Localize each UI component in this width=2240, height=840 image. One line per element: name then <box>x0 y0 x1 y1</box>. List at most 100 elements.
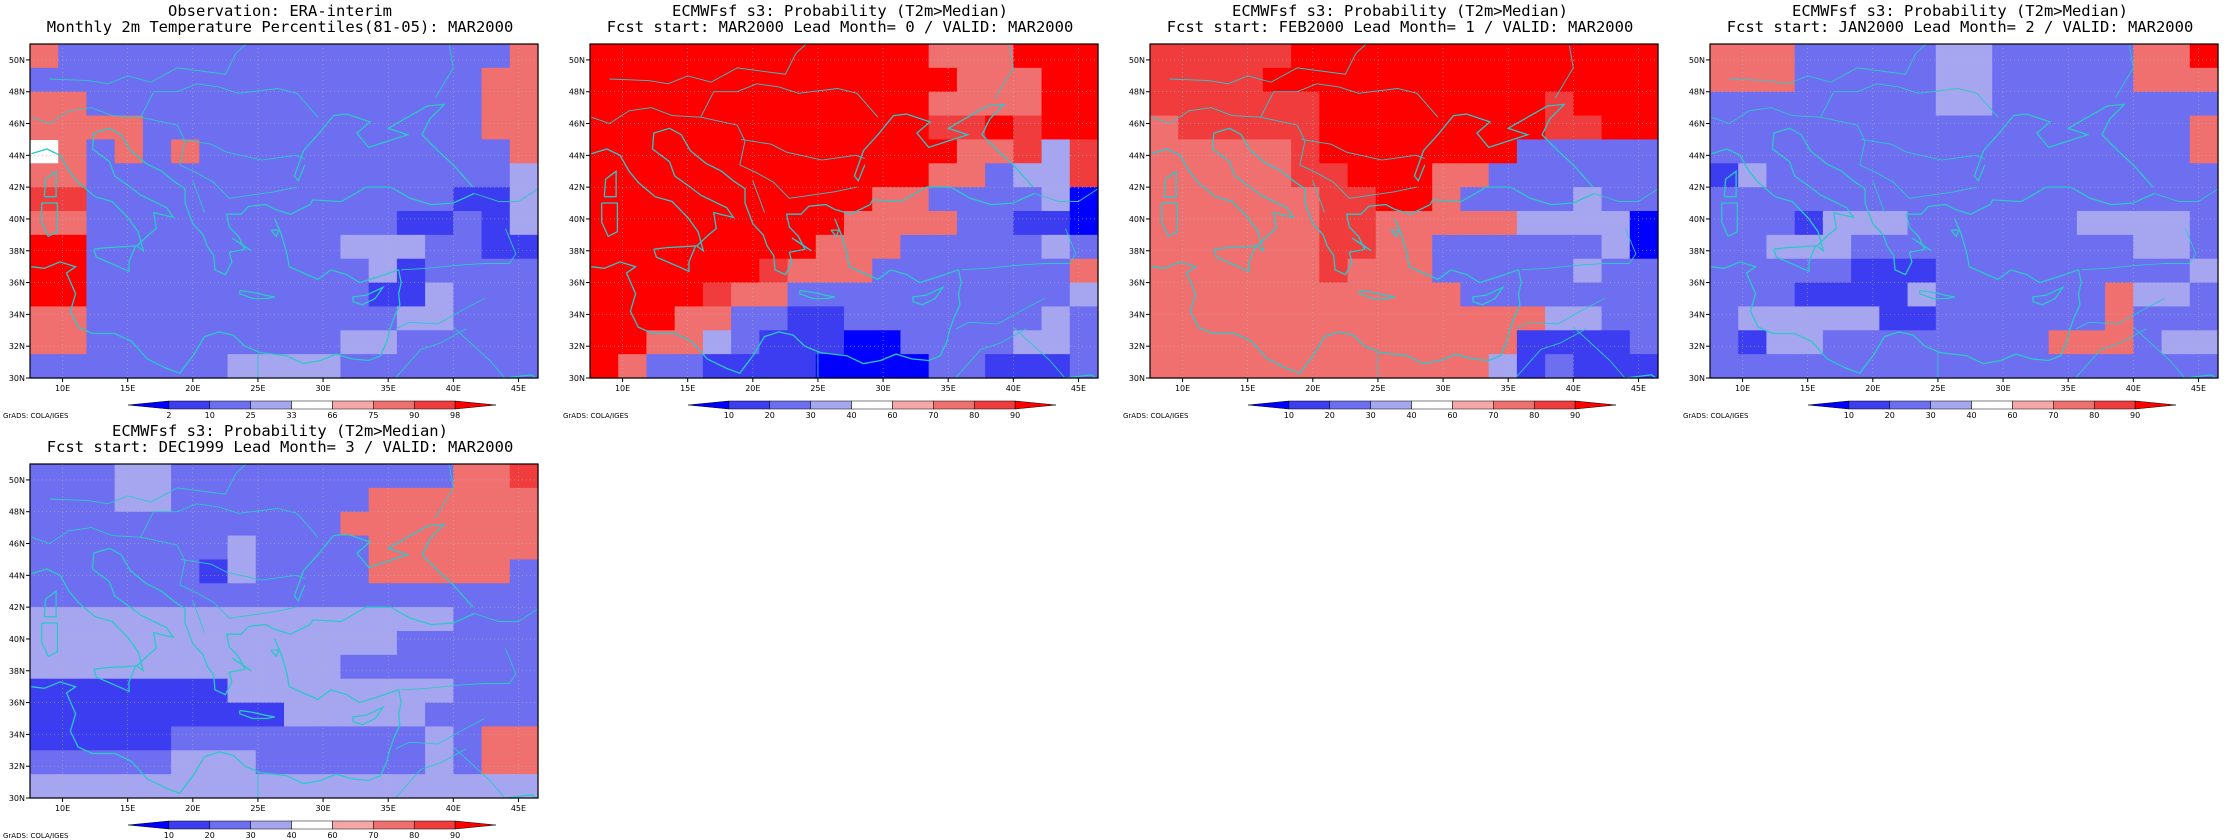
grid-cell <box>1822 139 1852 164</box>
grid-cell <box>30 354 59 379</box>
grid-cell <box>646 354 676 379</box>
grid-cell <box>396 306 426 331</box>
grid-cell <box>425 774 454 799</box>
grid-cell <box>284 282 313 308</box>
grid-cell <box>2048 234 2078 260</box>
grid-cell <box>1573 258 1603 284</box>
grid-cell <box>396 44 426 69</box>
grid-cell <box>142 67 172 93</box>
grid-cell <box>1432 163 1462 188</box>
grid-cell <box>30 654 59 680</box>
grid-cell <box>928 354 958 379</box>
grid-cell <box>284 115 313 141</box>
grid-cell <box>453 91 483 117</box>
grid-cell <box>284 330 313 355</box>
grid-cell <box>453 726 483 751</box>
colorbar-label: 80 <box>1529 411 1539 420</box>
grid-cell <box>171 330 200 355</box>
grid-cell <box>1041 306 1071 331</box>
grid-cell <box>646 282 676 308</box>
grid-cell <box>928 44 958 69</box>
grid-cell <box>2189 258 2219 284</box>
grid-cell <box>1629 258 1659 284</box>
grid-cell <box>1935 44 1965 69</box>
colorbar-swatch <box>769 400 811 410</box>
grid-cell <box>1516 139 1546 164</box>
grid-cell <box>900 67 930 93</box>
lat-tick-label: 40N <box>569 215 585 224</box>
grid-cell <box>1851 306 1880 331</box>
lat-tick-label: 36N <box>1689 279 1705 288</box>
colorbar-swatch <box>291 400 333 410</box>
grid-cell <box>284 535 313 561</box>
grid-cell <box>1738 91 1768 117</box>
probability-cells <box>1150 44 1659 379</box>
grid-cell <box>1964 211 1993 236</box>
colorbar-swatch <box>209 400 251 410</box>
grid-cell <box>844 44 873 69</box>
grid-cell <box>30 306 59 331</box>
grid-cell <box>1879 211 1909 236</box>
grid-cell <box>425 487 454 513</box>
grid-cell <box>844 163 873 188</box>
grid-cell <box>1178 211 1208 236</box>
grid-cell <box>618 330 648 355</box>
grid-cell <box>2020 139 2050 164</box>
grid-cell <box>1262 234 1292 260</box>
grid-cell <box>58 234 88 260</box>
grid-cell <box>1879 44 1909 69</box>
lat-tick-label: 38N <box>1689 247 1705 256</box>
grid-cell <box>590 282 619 308</box>
grid-cell <box>368 187 398 212</box>
grid-cell <box>1150 354 1179 379</box>
lat-tick-label: 48N <box>1129 88 1145 97</box>
grid-cell <box>674 44 704 69</box>
grid-cell <box>114 487 144 513</box>
grid-cell <box>142 306 172 331</box>
grid-cell <box>956 258 986 284</box>
grid-cell <box>985 163 1014 188</box>
grid-cell <box>1262 211 1292 236</box>
grid-cell <box>255 354 285 379</box>
grid-cell <box>1992 91 2022 117</box>
grid-cell <box>86 631 116 656</box>
grid-cell <box>1935 115 1965 141</box>
grid-cell <box>368 91 398 117</box>
grid-cell <box>199 774 229 799</box>
grid-cell <box>928 187 958 212</box>
grid-cell <box>368 464 398 489</box>
grid-cell <box>142 44 172 69</box>
grid-cell <box>674 187 704 212</box>
grid-cell <box>1992 306 2022 331</box>
grid-cell <box>312 91 342 117</box>
grid-cell <box>1601 354 1631 379</box>
lat-tick-label: 32N <box>1129 342 1145 351</box>
grid-cell <box>227 607 257 632</box>
grid-cell <box>1907 354 1937 379</box>
grid-cell <box>30 67 59 93</box>
grid-cell <box>844 330 873 355</box>
grid-cell <box>509 654 539 680</box>
grid-cell <box>453 559 483 584</box>
lat-tick-label: 34N <box>1689 310 1705 319</box>
grid-cell <box>1404 163 1433 188</box>
grid-cell <box>2161 234 2191 260</box>
grid-cell <box>199 211 229 236</box>
grid-cell <box>114 559 144 584</box>
grid-cell <box>30 511 59 537</box>
grid-cell <box>1375 282 1405 308</box>
grid-cell <box>1488 187 1518 212</box>
grid-cell <box>2076 44 2106 69</box>
grid-cell <box>509 535 539 561</box>
grid-cell <box>114 187 144 212</box>
panel-title-line1: ECMWFsf s3: Probability (T2m>Median) <box>672 2 1008 20</box>
coastlines <box>1711 103 2218 378</box>
grid-cell <box>86 535 116 561</box>
grid-cell <box>1069 234 1099 260</box>
grid-cell <box>255 678 285 704</box>
grid-cell <box>58 115 88 141</box>
colorbar-label: 60 <box>327 831 337 840</box>
colorbar-swatch <box>127 400 170 410</box>
grid-cell <box>453 67 483 93</box>
grid-cell <box>30 750 59 775</box>
